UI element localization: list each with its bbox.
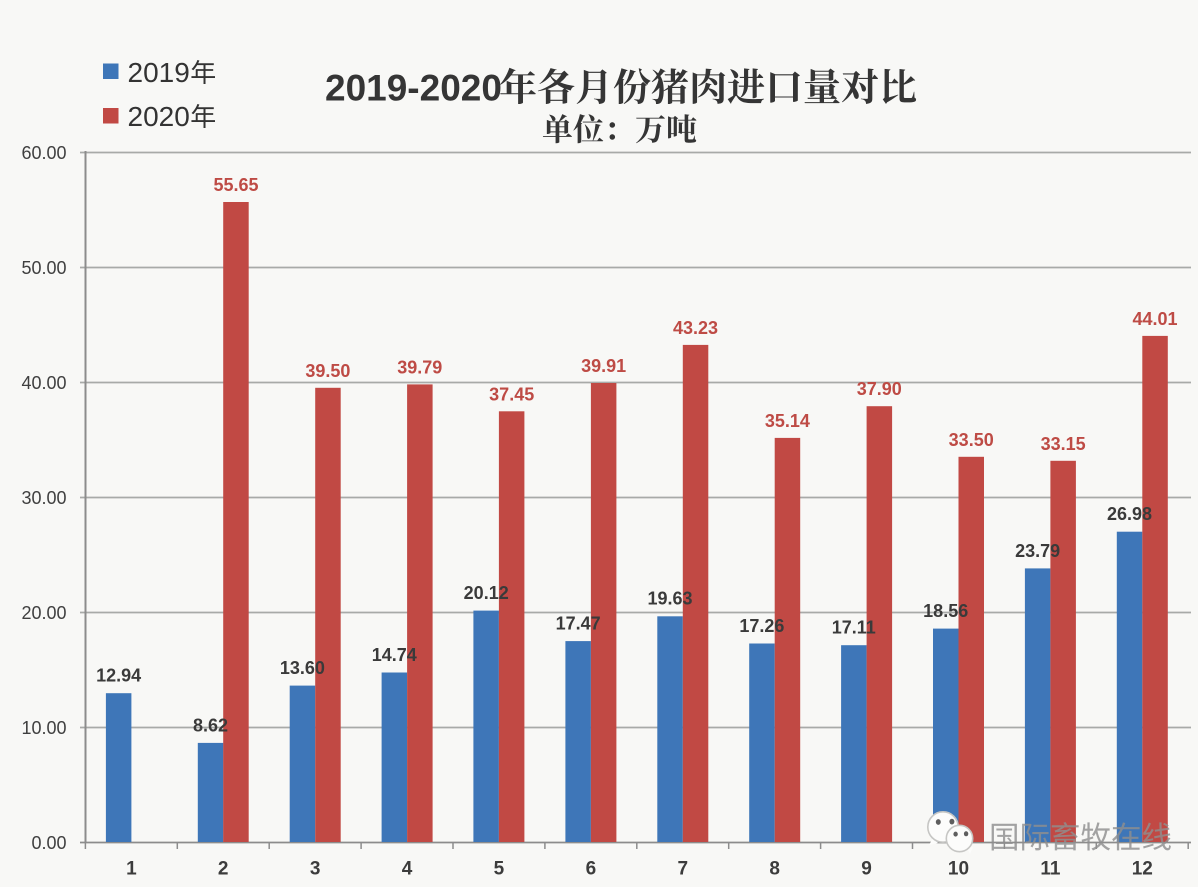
svg-text:60.00: 60.00	[21, 143, 66, 163]
svg-text:35.14: 35.14	[765, 411, 810, 431]
svg-text:12: 12	[1132, 858, 1153, 879]
svg-text:17.11: 17.11	[832, 618, 876, 638]
svg-text:44.01: 44.01	[1132, 309, 1177, 329]
svg-text:20.12: 20.12	[464, 583, 509, 603]
svg-text:39.79: 39.79	[397, 357, 442, 377]
svg-text:39.91: 39.91	[581, 356, 626, 376]
svg-text:8: 8	[769, 858, 780, 879]
svg-text:14.74: 14.74	[372, 645, 417, 665]
svg-text:12.94: 12.94	[96, 666, 141, 686]
svg-text:17.47: 17.47	[556, 614, 601, 634]
svg-text:26.98: 26.98	[1107, 504, 1152, 524]
svg-text:18.56: 18.56	[923, 601, 968, 621]
svg-text:33.15: 33.15	[1041, 434, 1086, 454]
svg-text:50.00: 50.00	[21, 258, 66, 278]
svg-text:3: 3	[310, 858, 321, 879]
svg-text:2019: 2019	[128, 57, 190, 88]
svg-text:4: 4	[402, 858, 413, 879]
svg-text:2: 2	[218, 858, 229, 879]
svg-text:7: 7	[678, 858, 689, 879]
svg-text:17.26: 17.26	[739, 616, 784, 636]
svg-text:20.00: 20.00	[21, 603, 66, 623]
svg-text:37.90: 37.90	[857, 379, 902, 399]
svg-text:9: 9	[861, 858, 872, 879]
svg-text:2019-2020: 2019-2020	[325, 68, 502, 109]
svg-text:11: 11	[1040, 858, 1061, 879]
svg-text:30.00: 30.00	[21, 488, 66, 508]
svg-text:10.00: 10.00	[21, 718, 66, 738]
svg-text:5: 5	[494, 858, 505, 879]
svg-text:6: 6	[586, 858, 597, 879]
svg-text:0.00: 0.00	[31, 833, 66, 853]
svg-text:10: 10	[948, 858, 969, 879]
svg-text:13.60: 13.60	[280, 658, 325, 678]
svg-text:40.00: 40.00	[21, 373, 66, 393]
svg-text:33.50: 33.50	[949, 430, 994, 450]
svg-text:8.62: 8.62	[193, 715, 228, 735]
svg-text:23.79: 23.79	[1015, 541, 1060, 561]
svg-text:43.23: 43.23	[673, 318, 718, 338]
svg-text:19.63: 19.63	[647, 589, 692, 609]
svg-text:37.45: 37.45	[489, 384, 534, 404]
svg-text:55.65: 55.65	[213, 175, 258, 195]
svg-text:2020: 2020	[128, 101, 190, 132]
svg-text:1: 1	[126, 858, 137, 879]
svg-text:39.50: 39.50	[305, 361, 350, 381]
